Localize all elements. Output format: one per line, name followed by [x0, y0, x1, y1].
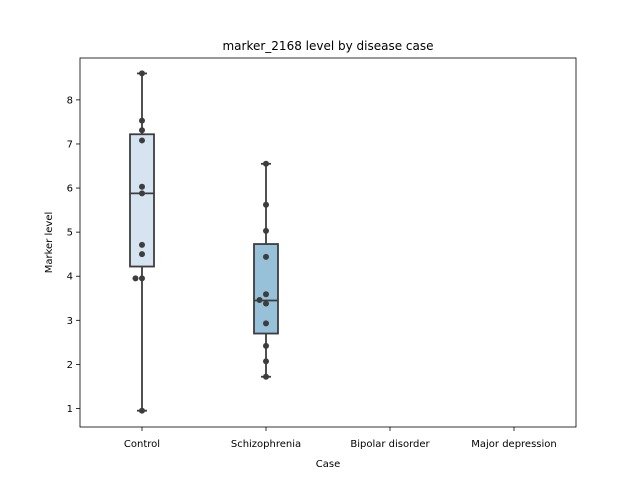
data-point: [139, 70, 145, 77]
data-point: [263, 201, 269, 208]
swarm-points: [256, 160, 269, 380]
data-point: [139, 183, 145, 190]
chart-title: marker_2168 level by disease case: [222, 39, 433, 53]
data-point: [139, 241, 145, 248]
x-tick-label: Control: [124, 439, 160, 450]
data-point: [263, 373, 269, 380]
data-point: [139, 251, 145, 258]
y-tick-label: 7: [67, 139, 73, 150]
y-tick-label: 1: [67, 404, 73, 415]
y-tick-label: 4: [67, 272, 73, 283]
data-point: [139, 117, 145, 124]
x-tick-label: Schizophrenia: [231, 439, 301, 450]
data-point: [139, 190, 145, 197]
y-tick-label: 6: [67, 184, 73, 195]
y-tick-label: 8: [67, 95, 73, 106]
data-point: [263, 291, 269, 298]
y-tick-label: 2: [67, 360, 73, 371]
data-point: [263, 358, 269, 365]
data-point: [139, 137, 145, 144]
data-point: [132, 275, 139, 282]
data-point: [139, 127, 145, 134]
axes-frame: [79, 57, 577, 428]
data-point: [139, 275, 145, 282]
x-tick-label: Bipolar disorder: [350, 439, 430, 450]
data-point: [256, 297, 263, 304]
y-tick-label: 3: [67, 316, 73, 327]
data-point: [139, 407, 145, 414]
x-axis-label: Case: [316, 459, 340, 470]
data-point: [263, 227, 269, 234]
data-point: [263, 342, 269, 349]
data-point: [263, 253, 269, 260]
swarm-points: [132, 70, 145, 414]
data-point: [263, 300, 269, 307]
x-axis: Control Schizophrenia Bipolar disorder Majo…: [124, 427, 557, 450]
data-point: [263, 160, 269, 167]
y-axis-label: Marker level: [44, 212, 55, 274]
x-tick-label: Major depression: [471, 439, 557, 450]
y-axis: 1 2 3 4 5 6 7 8: [67, 95, 80, 415]
y-tick-label: 5: [67, 228, 73, 239]
data-point: [263, 320, 269, 327]
plot-area: [129, 70, 279, 414]
